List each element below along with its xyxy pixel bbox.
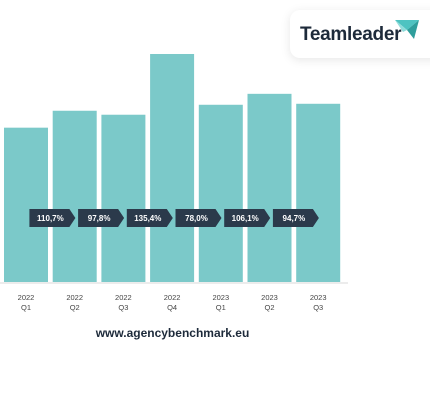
x-tick-label: Q3: [313, 303, 323, 312]
x-tick-label: 2023: [212, 293, 229, 302]
change-label: 110,7%: [29, 209, 76, 227]
x-tick-label: 2022: [66, 293, 83, 302]
brand-name: Teamleader: [300, 24, 402, 45]
change-label: 78,0%: [175, 209, 222, 227]
change-label: 97,8%: [78, 209, 125, 227]
x-tick-label: Q2: [70, 303, 80, 312]
x-tick-label: Q3: [118, 303, 128, 312]
x-tick-label: Q4: [167, 303, 177, 312]
x-tick-label: 2023: [261, 293, 278, 302]
x-tick-label: Q1: [216, 303, 226, 312]
x-tick-label: Q2: [264, 303, 274, 312]
change-label: 135,4%: [126, 209, 173, 227]
x-tick-label: 2022: [115, 293, 132, 302]
x-tick-labels-group: 2022Q12022Q22022Q32022Q42023Q12023Q22023…: [18, 293, 327, 312]
change-label-arrow: [78, 209, 125, 227]
logo-card: [290, 10, 430, 58]
bar-2022-q2: [52, 110, 97, 282]
change-labels-group: 110,7% 97,8% 135,4% 78,0% 106,1% 94,7%: [29, 209, 319, 227]
teamleader-logo-icon: [395, 20, 419, 39]
change-label-text: 94,7%: [283, 214, 306, 223]
change-label-text: 97,8%: [88, 214, 111, 223]
change-label-arrow: [272, 209, 319, 227]
change-label-arrow: [29, 209, 76, 227]
change-label-arrow: [126, 209, 173, 227]
change-label: 94,7%: [272, 209, 319, 227]
bar-2022-q4: [150, 53, 195, 282]
bar-2022-q1: [4, 127, 48, 282]
change-label-text: 106,1%: [232, 214, 259, 223]
change-label-text: 135,4%: [134, 214, 161, 223]
change-label: 106,1%: [224, 209, 271, 227]
x-tick-label: 2022: [164, 293, 181, 302]
x-tick-label: 2023: [310, 293, 327, 302]
bar-2022-q3: [101, 114, 146, 282]
x-tick-label: 2022: [18, 293, 35, 302]
x-tick-label: Q1: [21, 303, 31, 312]
footer-url: www.agencybenchmark.eu: [95, 326, 250, 340]
bar-2023-q1: [198, 104, 243, 282]
bar-2023-q3: [296, 103, 341, 282]
change-label-arrow: [175, 209, 222, 227]
change-label-text: 110,7%: [37, 214, 64, 223]
bars-group: [4, 53, 341, 282]
change-label-text: 78,0%: [185, 214, 208, 223]
bar-2023-q2: [247, 93, 292, 282]
change-label-arrow: [224, 209, 271, 227]
